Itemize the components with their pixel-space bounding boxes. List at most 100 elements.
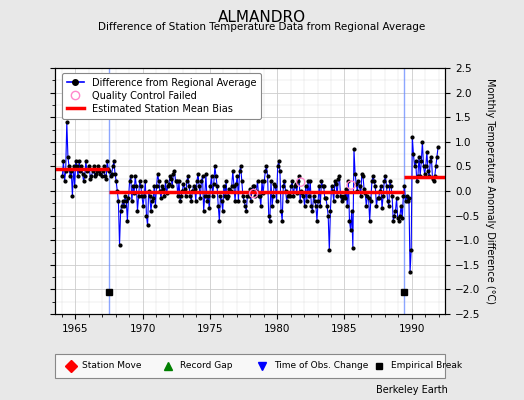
Point <box>127 173 135 180</box>
Point <box>235 168 244 174</box>
Point <box>120 202 128 209</box>
Point <box>247 198 255 204</box>
Point <box>158 183 166 189</box>
Point <box>81 173 89 180</box>
Point <box>149 195 157 202</box>
Point <box>183 178 191 184</box>
Point <box>381 173 389 180</box>
Point <box>371 183 379 189</box>
Point <box>314 198 322 204</box>
Point <box>113 188 122 194</box>
Point <box>355 183 364 189</box>
Point <box>89 168 97 174</box>
Point <box>345 217 354 224</box>
Point <box>290 183 299 189</box>
Text: Difference of Station Temperature Data from Regional Average: Difference of Station Temperature Data f… <box>99 22 425 32</box>
Point <box>412 178 421 184</box>
Point <box>114 198 123 204</box>
Point <box>210 180 218 187</box>
Point <box>285 190 293 197</box>
Point <box>347 208 356 214</box>
Point <box>236 163 245 170</box>
Point <box>105 168 114 174</box>
Point <box>66 173 74 180</box>
Point <box>259 190 267 197</box>
Point <box>372 202 380 209</box>
Point <box>390 212 399 219</box>
Point <box>141 178 149 184</box>
Point <box>58 173 67 180</box>
Point <box>119 198 127 204</box>
Point <box>102 176 110 182</box>
Point <box>177 193 185 199</box>
Point <box>242 208 250 214</box>
Point <box>286 193 294 199</box>
Point <box>260 178 268 184</box>
Point <box>396 212 404 219</box>
Point <box>340 193 348 199</box>
Text: Berkeley Earth: Berkeley Earth <box>376 385 448 395</box>
Point <box>296 198 304 204</box>
Point <box>163 183 172 189</box>
Point <box>72 158 80 165</box>
Point <box>329 188 337 194</box>
Point <box>121 193 129 199</box>
Point <box>96 170 105 177</box>
Point <box>306 178 314 184</box>
Point <box>122 198 130 204</box>
Point <box>195 183 203 189</box>
Point <box>330 198 338 204</box>
Point <box>224 193 233 199</box>
Point <box>336 193 345 199</box>
Point <box>100 163 108 170</box>
Point <box>383 183 391 189</box>
Point <box>370 178 378 184</box>
Point <box>359 173 367 180</box>
Point <box>407 247 416 253</box>
Point <box>196 195 204 202</box>
Point <box>228 168 237 174</box>
Point <box>175 178 183 184</box>
Point <box>373 195 381 202</box>
Point <box>253 178 261 184</box>
Point <box>342 185 351 192</box>
Point <box>215 217 224 224</box>
Point <box>389 217 397 224</box>
Point <box>107 170 116 177</box>
Point <box>380 178 388 184</box>
Point <box>344 178 353 184</box>
Point <box>434 144 442 150</box>
Point <box>426 158 434 165</box>
Point <box>59 158 68 165</box>
Point <box>350 146 358 152</box>
Point <box>406 269 414 275</box>
Point <box>129 183 137 189</box>
Point <box>311 198 319 204</box>
Point <box>430 178 438 184</box>
Point <box>281 188 290 194</box>
Point <box>203 198 211 204</box>
Point <box>151 202 160 209</box>
Point <box>237 178 246 184</box>
Point <box>204 193 212 199</box>
Point <box>269 193 277 199</box>
Point <box>250 183 258 189</box>
Point <box>137 183 145 189</box>
Point <box>249 183 257 189</box>
Point <box>91 173 99 180</box>
Point <box>76 168 84 174</box>
Point <box>299 193 308 199</box>
Point <box>323 202 331 209</box>
Point <box>409 151 418 157</box>
Point <box>300 202 309 209</box>
Point <box>379 193 387 199</box>
Point <box>146 193 154 199</box>
Point <box>173 193 182 199</box>
Point <box>375 195 383 202</box>
Point <box>186 193 194 199</box>
Point <box>391 208 400 214</box>
Point <box>261 168 269 174</box>
Point <box>74 173 82 180</box>
Point <box>408 134 417 140</box>
Point <box>64 153 72 160</box>
